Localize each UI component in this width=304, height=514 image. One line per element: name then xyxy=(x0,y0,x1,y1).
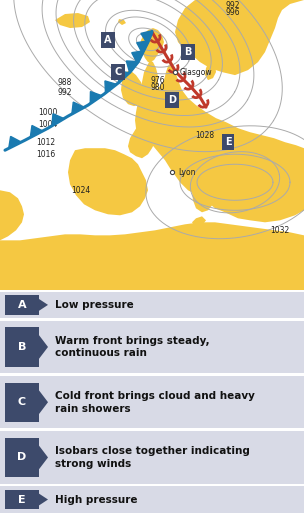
Polygon shape xyxy=(30,125,43,137)
Text: B: B xyxy=(184,47,192,57)
FancyBboxPatch shape xyxy=(5,327,39,366)
Text: A: A xyxy=(104,35,112,45)
Polygon shape xyxy=(39,390,48,414)
Polygon shape xyxy=(39,493,48,505)
Text: 1024: 1024 xyxy=(71,186,90,195)
Text: B: B xyxy=(18,342,26,352)
Text: 1000: 1000 xyxy=(39,107,58,117)
Text: Lyon: Lyon xyxy=(178,168,195,177)
Polygon shape xyxy=(190,138,214,212)
Text: C: C xyxy=(18,397,26,407)
Polygon shape xyxy=(192,216,206,226)
Polygon shape xyxy=(39,335,48,359)
Polygon shape xyxy=(118,19,126,25)
Text: 996: 996 xyxy=(225,8,240,16)
FancyBboxPatch shape xyxy=(5,438,39,477)
FancyBboxPatch shape xyxy=(0,292,304,318)
Polygon shape xyxy=(141,30,153,44)
Text: 980: 980 xyxy=(150,83,165,91)
Polygon shape xyxy=(197,193,206,207)
Text: D: D xyxy=(168,95,176,105)
Text: 992: 992 xyxy=(57,87,72,97)
Text: 1004: 1004 xyxy=(39,120,58,128)
Polygon shape xyxy=(175,0,304,75)
Polygon shape xyxy=(128,102,168,158)
Text: 976: 976 xyxy=(150,76,165,85)
FancyBboxPatch shape xyxy=(5,490,39,509)
Polygon shape xyxy=(105,81,116,93)
Text: Glasgow: Glasgow xyxy=(180,68,212,77)
Text: 1028: 1028 xyxy=(195,131,214,140)
Text: 992: 992 xyxy=(225,1,240,9)
FancyBboxPatch shape xyxy=(0,486,304,512)
Polygon shape xyxy=(135,60,158,140)
FancyBboxPatch shape xyxy=(5,382,39,422)
FancyBboxPatch shape xyxy=(0,431,304,484)
Polygon shape xyxy=(126,61,138,72)
Text: 1016: 1016 xyxy=(36,150,55,159)
Polygon shape xyxy=(9,136,21,149)
Polygon shape xyxy=(137,41,149,53)
Text: C: C xyxy=(114,67,122,77)
Polygon shape xyxy=(138,62,304,223)
Text: Cold front brings cloud and heavy
rain showers: Cold front brings cloud and heavy rain s… xyxy=(55,391,255,414)
Polygon shape xyxy=(39,446,48,469)
Polygon shape xyxy=(68,148,148,215)
Text: 988: 988 xyxy=(58,78,72,87)
Text: E: E xyxy=(18,494,26,505)
Polygon shape xyxy=(72,102,84,114)
Polygon shape xyxy=(39,299,48,311)
Text: 1032: 1032 xyxy=(270,226,289,235)
Text: 1012: 1012 xyxy=(36,138,55,146)
Polygon shape xyxy=(238,0,265,55)
Polygon shape xyxy=(0,223,304,290)
Polygon shape xyxy=(117,70,129,82)
Text: E: E xyxy=(225,137,231,147)
Text: D: D xyxy=(17,452,27,463)
Text: High pressure: High pressure xyxy=(55,494,137,505)
Polygon shape xyxy=(0,190,24,241)
Polygon shape xyxy=(90,91,102,104)
Polygon shape xyxy=(205,58,216,80)
Polygon shape xyxy=(132,51,143,63)
Polygon shape xyxy=(140,28,164,62)
FancyBboxPatch shape xyxy=(0,321,304,373)
Text: A: A xyxy=(18,300,26,310)
Text: Isobars close together indicating
strong winds: Isobars close together indicating strong… xyxy=(55,446,250,469)
Text: Warm front brings steady,
continuous rain: Warm front brings steady, continuous rai… xyxy=(55,336,210,358)
Polygon shape xyxy=(121,70,144,106)
FancyBboxPatch shape xyxy=(5,295,39,315)
Polygon shape xyxy=(52,114,64,126)
Text: Low pressure: Low pressure xyxy=(55,300,134,310)
FancyBboxPatch shape xyxy=(0,376,304,429)
Polygon shape xyxy=(55,13,90,28)
Polygon shape xyxy=(195,176,204,190)
